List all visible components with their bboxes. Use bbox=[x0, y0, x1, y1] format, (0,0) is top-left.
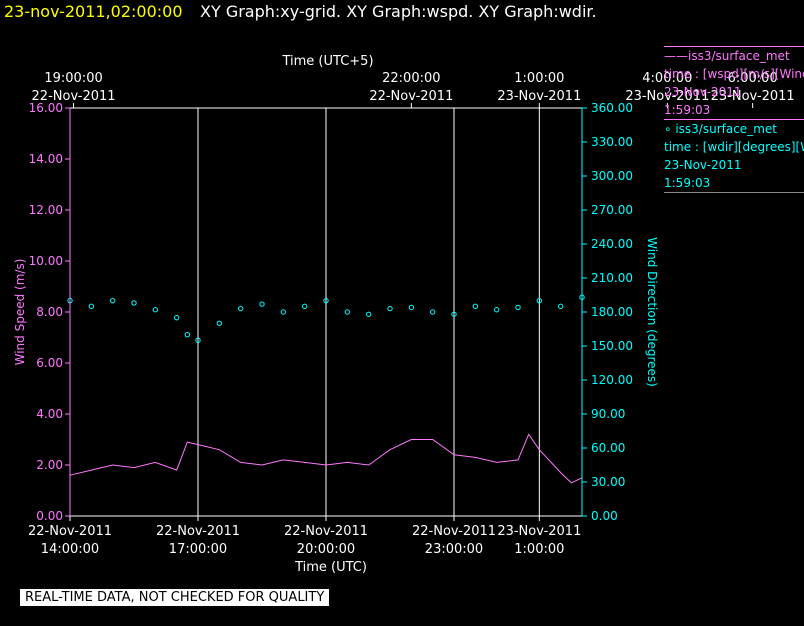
bottom-tick-time: 14:00:00 bbox=[41, 542, 99, 557]
wdir-point bbox=[237, 305, 244, 312]
legend-wdir-line: ∘ iss3/surface_met bbox=[664, 122, 777, 136]
left-axis-title: Wind Speed (m/s) bbox=[13, 259, 27, 366]
wdir-point bbox=[88, 303, 95, 310]
left-tick-label: 2.00 bbox=[36, 458, 63, 472]
series-layer bbox=[67, 294, 585, 484]
left-tick-label: 8.00 bbox=[36, 305, 63, 319]
wdir-point bbox=[216, 320, 223, 327]
wdir-point bbox=[259, 301, 265, 307]
wdir-point bbox=[408, 304, 415, 311]
left-tick-label: 14.00 bbox=[29, 152, 63, 166]
legend-wspd: ——iss3/surface_met time : [wspd][m/s][Wi… bbox=[664, 46, 804, 120]
legend-wdir-time: 1:59:03 bbox=[664, 176, 711, 190]
right-tick-label: 180.00 bbox=[591, 305, 633, 319]
top-tick-date: 23-Nov-2011 bbox=[497, 89, 581, 104]
wdir-point bbox=[184, 331, 191, 338]
wdir-point bbox=[493, 307, 500, 313]
legend-wspd-time: 1:59:03 bbox=[664, 103, 711, 117]
quality-notice: REAL-TIME DATA, NOT CHECKED FOR QUALITY bbox=[20, 589, 330, 606]
left-tick-label: 12.00 bbox=[29, 203, 63, 217]
right-tick-label: 60.00 bbox=[591, 441, 625, 455]
wspd-line bbox=[69, 433, 583, 484]
wdir-point bbox=[173, 314, 180, 321]
right-tick-label: 90.00 bbox=[591, 407, 625, 421]
bottom-tick-date: 22-Nov-2011 bbox=[412, 524, 496, 539]
header-titles: XY Graph:xy-grid. XY Graph:wspd. XY Grap… bbox=[200, 2, 597, 21]
labels-layer: 0.00 2.00 4.00 6.00 8.00 10.00 12.00 14.00 16.00… bbox=[13, 54, 795, 575]
legend-wdir-date: 23-Nov-2011 bbox=[664, 158, 742, 172]
right-axis-title: Wind Direction (degrees) bbox=[645, 237, 659, 387]
right-tick-label: 270.00 bbox=[591, 203, 633, 217]
wdir-point bbox=[557, 303, 564, 310]
bottom-tick-time: 17:00:00 bbox=[169, 542, 227, 557]
legend-wdir: ∘ iss3/surface_met time : [wdir][degrees… bbox=[664, 120, 804, 193]
left-tick-label: 6.00 bbox=[36, 356, 63, 370]
right-tick-label: 0.00 bbox=[591, 509, 618, 523]
right-tick-label: 210.00 bbox=[591, 271, 633, 285]
bottom-tick-date: 22-Nov-2011 bbox=[28, 524, 112, 539]
axes-layer bbox=[65, 103, 754, 521]
wdir-point bbox=[365, 311, 372, 317]
bottom-axis-title: Time (UTC) bbox=[294, 560, 367, 575]
wdir-point bbox=[323, 297, 329, 304]
wdir-point bbox=[280, 309, 287, 315]
top-tick-date: 23-Nov-2011 bbox=[625, 89, 709, 104]
top-tick-time: 4:00:00 bbox=[642, 71, 692, 86]
wdir-point bbox=[152, 307, 159, 313]
left-tick-label: 10.00 bbox=[29, 254, 63, 268]
top-tick-time: 6:00:00 bbox=[728, 71, 778, 86]
wdir-point bbox=[387, 305, 393, 312]
bottom-tick-time: 20:00:00 bbox=[297, 542, 355, 557]
header-date: 23-nov-2011,02:00:00 bbox=[4, 2, 183, 21]
wdir-point bbox=[109, 297, 116, 304]
right-tick-label: 330.00 bbox=[591, 135, 633, 149]
left-tick-label: 4.00 bbox=[36, 407, 63, 421]
left-tick-label: 16.00 bbox=[29, 101, 63, 115]
wdir-point bbox=[472, 303, 479, 310]
top-tick-time: 19:00:00 bbox=[44, 71, 102, 86]
right-tick-label: 150.00 bbox=[591, 339, 633, 353]
legend-wspd-date: 23-Nov-2011 bbox=[664, 85, 742, 99]
right-tick-label: 30.00 bbox=[591, 475, 625, 489]
wdir-point bbox=[301, 303, 308, 310]
wdir-point bbox=[451, 311, 457, 317]
right-tick-label: 300.00 bbox=[591, 169, 633, 183]
wdir-point bbox=[344, 309, 351, 315]
wdir-point bbox=[429, 309, 436, 315]
wdir-point bbox=[131, 300, 137, 306]
top-tick-date: 22-Nov-2011 bbox=[369, 89, 453, 104]
top-tick-date: 22-Nov-2011 bbox=[32, 89, 116, 104]
top-tick-time: 1:00:00 bbox=[514, 71, 564, 86]
top-tick-date: 23-Nov-2011 bbox=[711, 89, 795, 104]
top-tick-time: 22:00:00 bbox=[382, 71, 440, 86]
left-tick-label: 0.00 bbox=[36, 509, 63, 523]
top-axis-title: Time (UTC+5) bbox=[281, 54, 373, 69]
bottom-tick-date: 23-Nov-2011 bbox=[497, 524, 581, 539]
right-tick-label: 240.00 bbox=[591, 237, 633, 251]
bottom-tick-time: 1:00:00 bbox=[514, 542, 564, 557]
right-tick-label: 360.00 bbox=[591, 101, 633, 115]
legend-wspd-line: ——iss3/surface_met bbox=[664, 49, 790, 63]
wdir-point bbox=[515, 304, 521, 311]
bottom-tick-date: 22-Nov-2011 bbox=[284, 524, 368, 539]
bottom-tick-time: 23:00:00 bbox=[425, 542, 483, 557]
wdir-point bbox=[536, 297, 543, 304]
bottom-tick-date: 22-Nov-2011 bbox=[156, 524, 240, 539]
legend-wspd-desc: time : [wspd][m/s][Wind Speed] bbox=[664, 67, 804, 81]
legend-wdir-desc: time : [wdir][degrees][Wind Direction] bbox=[664, 140, 804, 154]
wdir-point bbox=[195, 337, 201, 344]
right-tick-label: 120.00 bbox=[591, 373, 633, 387]
